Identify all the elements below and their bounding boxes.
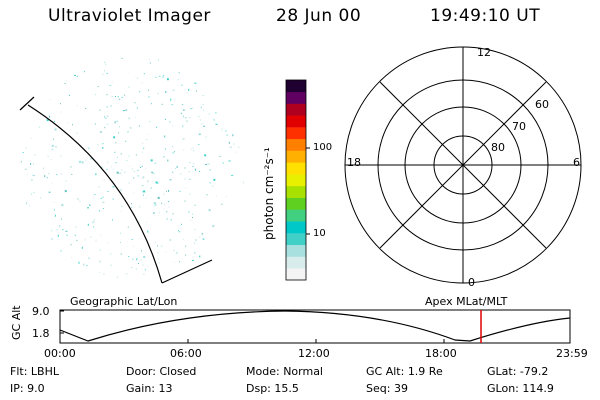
info-gain: Gain: 13 [126, 382, 173, 395]
alt-tick-label-1.8: 1.8 [32, 327, 50, 340]
info-ip: IP: 9.0 [10, 382, 45, 395]
colorbar-band [286, 221, 306, 234]
colorbar-band [286, 162, 306, 175]
colorbar-frame [285, 79, 307, 281]
limb-tick [19, 96, 35, 111]
colorbar-band [286, 174, 306, 187]
colorbar-band [286, 232, 306, 245]
colorbar-band [286, 80, 306, 93]
polar-plot [344, 46, 582, 284]
colorbar-band [286, 256, 306, 269]
apex-label: Apex MLat/MLT [425, 295, 508, 308]
colorbar-band [286, 91, 306, 104]
mlt-label-0: 0 [468, 276, 475, 289]
lat-label-60: 60 [535, 98, 549, 111]
alt-tick-label-9: 9.0 [32, 305, 50, 318]
colorbar-band [286, 185, 306, 198]
colorbar-band [286, 209, 306, 222]
lat-label-80: 80 [491, 141, 505, 154]
colorbar-label: photon cm⁻²s⁻¹ [262, 147, 276, 240]
limb-arc [27, 104, 163, 284]
x-tick-0600: 06:00 [170, 347, 202, 360]
colorbar-band [286, 127, 306, 140]
colorbar [286, 80, 306, 281]
colorbar-label-10: 10 [313, 228, 326, 239]
x-tick-1800: 18:00 [425, 347, 457, 360]
x-tick-2359: 23:59 [556, 347, 588, 360]
colorbar-label-100: 100 [313, 142, 333, 153]
colorbar-band [286, 150, 306, 163]
polar-diagonal-2 [379, 81, 547, 249]
info-glat: GLat: -79.2 [487, 365, 549, 378]
altitude-plot-frame [59, 309, 571, 344]
info-flt: Flt: LBHL [10, 365, 59, 378]
colorbar-band [286, 244, 306, 257]
info-mode: Mode: Normal [246, 365, 323, 378]
colorbar-band [286, 103, 306, 116]
mlt-label-6: 6 [573, 156, 580, 169]
info-seq: Seq: 39 [366, 382, 408, 395]
info-gc-alt: GC Alt: 1.9 Re [366, 365, 443, 378]
gc-alt-axis-label: GC Alt [10, 305, 23, 340]
instrument-title: Ultraviolet Imager [48, 6, 211, 26]
info-door: Door: Closed [126, 365, 197, 378]
lat-label-70: 70 [512, 120, 526, 133]
x-tick-0000: 00:00 [44, 347, 76, 360]
info-dsp: Dsp: 15.5 [246, 382, 299, 395]
colorbar-band [286, 138, 306, 151]
imager-speckles [20, 58, 244, 278]
colorbar-band [286, 268, 306, 281]
mlt-label-12: 12 [477, 46, 491, 59]
mlt-label-18: 18 [347, 156, 361, 169]
date-label: 28 Jun 00 [276, 6, 362, 26]
limb-end-line [161, 259, 213, 284]
info-glon: GLon: 114.9 [487, 382, 554, 395]
x-tick-1200: 12:00 [298, 347, 330, 360]
altitude-curve [59, 310, 571, 342]
colorbar-band [286, 197, 306, 210]
time-label: 19:49:10 UT [430, 6, 541, 26]
colorbar-band [286, 115, 306, 128]
geographic-label: Geographic Lat/Lon [70, 295, 178, 308]
